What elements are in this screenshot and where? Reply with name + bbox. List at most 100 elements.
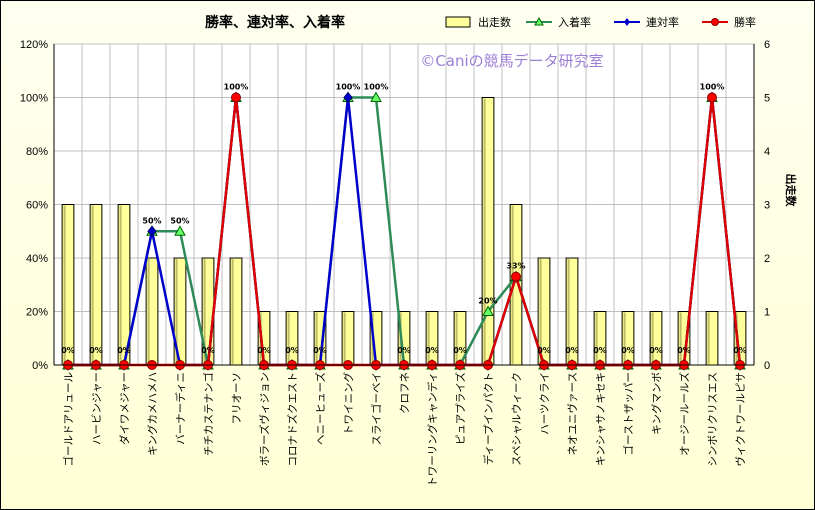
chart-title: 勝率、連対率、入着率 [205,14,345,31]
legend-label: 入着率 [558,15,591,29]
point-win [231,92,241,103]
bar-shade [567,259,570,364]
y2-tick-label: 2 [764,253,770,265]
x-category-label: フリオーソ [231,372,243,425]
data-label: 50% [170,216,189,225]
x-category-label: スペシャルウィーク [511,372,523,466]
bar-shade [175,259,178,364]
data-label: 0% [313,346,327,355]
data-label: 0% [61,346,75,355]
y-tick-label: 20% [26,307,48,319]
data-label: 0% [453,346,467,355]
point-win [511,271,521,282]
legend-label: 連対率 [646,15,679,29]
x-category-label: ハーツクライ [539,372,551,435]
legend-marker [534,16,544,26]
y2-axis-label: 出走数 [784,174,798,208]
chart-legend: 出走数 入着率 連対率 勝率 [445,15,756,29]
x-category-label: ヴィクトワールピサ [734,372,747,467]
x-category-label: ヘニーヒューズ [314,372,327,445]
bar-shade [287,312,290,364]
x-category-label: キングカメハメハ [146,372,159,456]
data-label: 0% [565,346,579,355]
x-category-label: クロフネ [399,372,411,414]
legend-marker [711,18,719,26]
point-place [174,225,186,236]
bar-shade [315,312,318,364]
y-tick-label: 60% [26,200,48,212]
y2-tick-label: 0 [764,360,770,372]
y-tick-label: 120% [20,39,48,51]
bar-shade [427,312,430,364]
data-label: 0% [537,346,551,355]
x-category-label: ゴーストザッパー [622,372,635,455]
watermark: ©Caniの競馬データ研究室 [420,52,603,70]
data-label: 0% [621,346,635,355]
axes: 0% 20% 40% 60% 80% 100% 120% 0 1 2 3 4 5 6 ゴールドアリュール ハー… [20,39,770,487]
bar-shade [147,259,150,364]
y2-tick-label: 4 [764,146,770,158]
y-tick-label: 80% [26,146,48,158]
data-label: 100% [224,83,249,92]
bar-shade [343,312,346,364]
x-category-label: ピュアプライズ [454,372,467,445]
y2-tick-label: 1 [764,307,770,319]
x-category-label: ネオユニヴァース [566,372,579,455]
bar-series [61,97,747,366]
bar-shade [679,312,682,364]
x-category-label: コロナドズクエスト [286,372,299,467]
data-label: 33% [506,262,525,271]
y-tick-label: 100% [20,93,48,105]
y2-tick-label: 3 [764,200,770,212]
bar-shade [63,205,66,364]
point-place [482,305,494,316]
point-place [370,91,382,102]
y2-tick-label: 6 [764,39,770,51]
data-label: 0% [677,346,691,355]
data-label: 0% [425,346,439,355]
x-category-label: シンボリクリスエス [707,372,719,467]
bar-shade [595,312,598,364]
data-label: 100% [364,83,389,92]
x-category-label: ダイワメジャー [118,372,131,445]
y-tick-label: 0% [32,360,48,372]
data-label: 0% [593,346,607,355]
x-category-label: ハービンジャー [91,372,103,445]
bar-shade [651,312,654,364]
x-category-label: バーナーディニ [174,372,187,445]
point-top2 [147,225,157,238]
data-label: 0% [285,346,299,355]
x-category-label: チチカステナンゴ [202,372,215,456]
data-label: 50% [142,216,161,225]
point-top2 [343,91,353,104]
bar-shade [231,259,234,364]
data-label: 0% [257,346,271,355]
bar-shade [455,312,458,364]
x-category-label: トワイニング [342,372,355,435]
data-label: 0% [89,346,103,355]
data-label: 0% [397,346,411,355]
bar-shade [91,205,94,364]
y-tick-label: 40% [26,253,48,265]
data-label: 0% [733,346,747,355]
data-label: 0% [117,346,131,355]
bar-shade [707,312,710,364]
bar-shade [203,259,206,364]
point-win [707,92,717,103]
x-category-label: オージールールズ [678,372,691,456]
bar-shade [119,205,122,364]
data-label: 0% [649,346,663,355]
data-label: 20% [478,297,497,306]
data-label: 100% [700,83,725,92]
x-category-label: ゴールドアリュール [62,372,75,467]
x-category-label: キングマンボ [650,372,663,435]
x-category-label: ボラーズヴィジョン [258,372,271,466]
x-category-label: トワーリングキャンディ [426,372,439,487]
y2-tick-label: 5 [764,93,770,105]
data-labels: 0% 0% 0% 50% 50% 0% 100% 0% 0% 0% 100% 100% 0% 0% 0% 20… [61,83,747,356]
x-category-label: スライゴーベイ [370,372,383,446]
bar-shade [539,259,542,364]
data-label: 0% [201,346,215,355]
bar-shade [623,312,626,364]
